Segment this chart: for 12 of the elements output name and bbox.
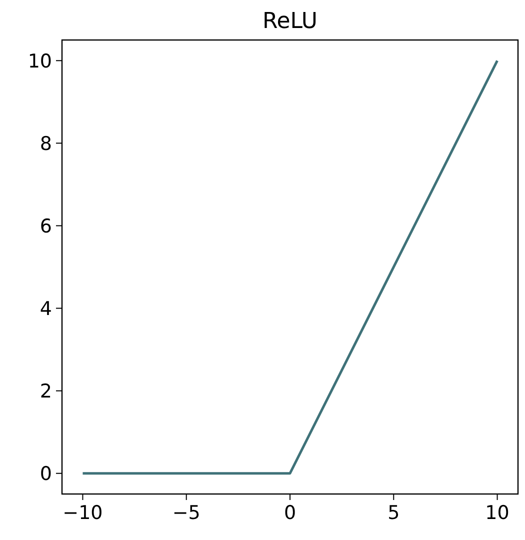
x-tick-label: 5 xyxy=(388,502,400,524)
y-tick-label: 2 xyxy=(40,380,52,402)
chart-title: ReLU xyxy=(262,9,318,34)
x-tick-label: 10 xyxy=(485,502,510,524)
x-tick-label: −10 xyxy=(62,502,103,524)
x-tick-label: 0 xyxy=(284,502,296,524)
y-tick-label: 10 xyxy=(28,50,52,72)
y-tick-label: 0 xyxy=(40,463,52,486)
y-tick-label: 4 xyxy=(40,298,52,320)
x-tick-label: −5 xyxy=(172,502,200,524)
y-tick-label: 6 xyxy=(40,215,52,238)
y-tick-label: 8 xyxy=(40,132,52,155)
